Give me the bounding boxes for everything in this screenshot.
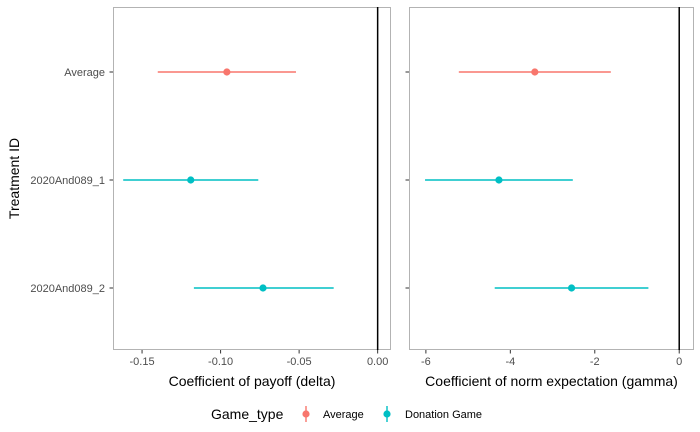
legend: Game_type Average Donation Game [211, 406, 482, 422]
x-tick-label: -4 [505, 356, 515, 368]
legend-key-point [383, 410, 391, 418]
panel-1: -0.15 -0.10 -0.05 0.00 Coefficient of payoff… [109, 7, 391, 389]
x-axis-title: Coefficient of payoff (delta) [169, 373, 336, 389]
legend-entry-label: Donation Game [405, 409, 482, 421]
y-axis-title: Treatment ID [6, 138, 22, 219]
estimate-point [495, 176, 503, 184]
y-tick-label: Average [64, 67, 105, 79]
legend-key-point [302, 410, 310, 418]
y-tick-label: 2020And089_1 [30, 175, 105, 187]
estimate-point [223, 68, 231, 76]
x-tick-label: -6 [421, 356, 431, 368]
x-tick-label: 0 [676, 356, 682, 368]
panel-2: -6 -4 -2 0 Coefficient of norm expectation (… [405, 7, 694, 389]
x-tick-label: -0.05 [287, 356, 312, 368]
panel-border [409, 7, 694, 350]
legend-entry-label: Average [323, 409, 364, 421]
estimate-point [187, 176, 195, 184]
x-tick-label: -0.10 [208, 356, 233, 368]
estimate-point [531, 68, 539, 76]
x-axis-title: Coefficient of norm expectation (gamma) [425, 373, 678, 389]
x-tick-label: 0.00 [367, 356, 388, 368]
x-tick-label: -2 [590, 356, 600, 368]
legend-title: Game_type [211, 406, 284, 422]
y-tick-label: 2020And089_2 [30, 283, 105, 295]
estimate-point [567, 284, 576, 292]
estimate-point [259, 284, 267, 292]
panel-border [113, 7, 391, 350]
x-tick-label: -0.15 [130, 356, 155, 368]
